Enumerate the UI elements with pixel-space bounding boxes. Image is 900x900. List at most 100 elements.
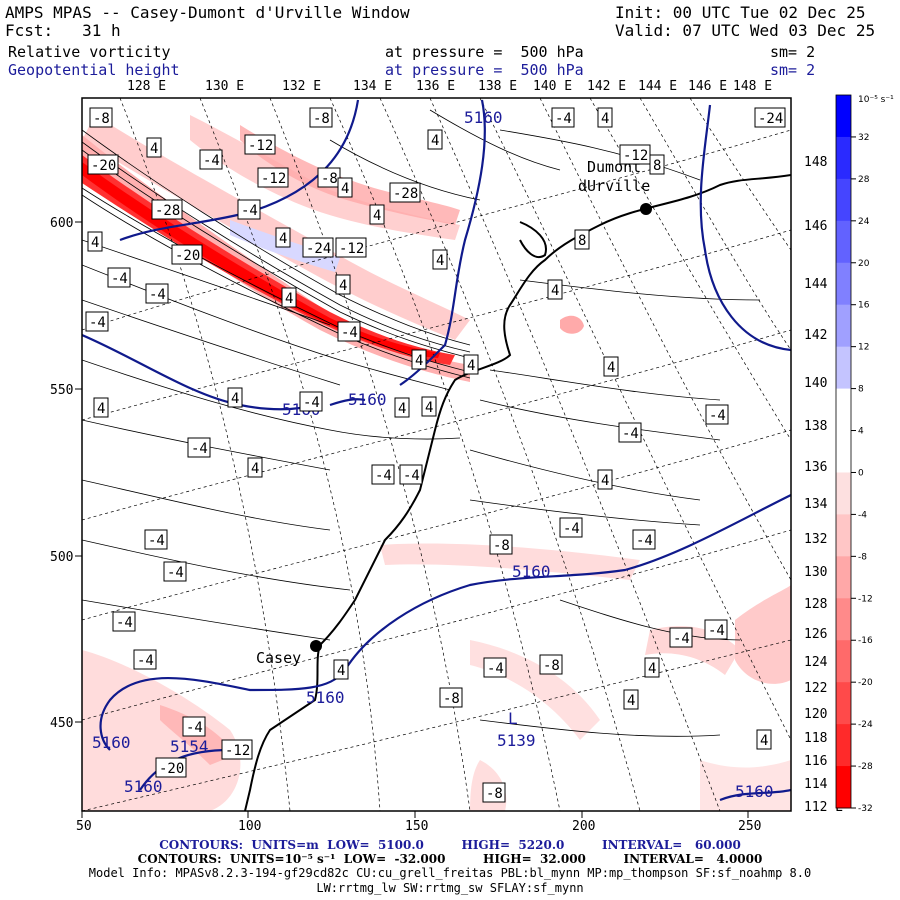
svg-text:-20: -20	[175, 248, 200, 264]
svg-text:4: 4	[398, 401, 406, 417]
colorbar-cell	[836, 640, 851, 683]
plot-frame	[81, 97, 792, 812]
station-dumont-marker	[640, 203, 652, 215]
svg-text:-4: -4	[137, 653, 154, 669]
svg-text:-4: -4	[89, 315, 106, 331]
vorticity-label: -4	[399, 464, 423, 485]
vorticity-label: -4	[107, 267, 131, 288]
svg-text:-4: -4	[241, 203, 258, 219]
colorbar-cell	[836, 262, 851, 306]
svg-text:-4: -4	[203, 153, 220, 169]
colorbar-label: 16	[858, 301, 870, 311]
y-tick-label: 550	[50, 383, 73, 398]
vorticity-label: -4	[182, 716, 206, 737]
init-time: Init: 00 UTC Tue 02 Dec 25	[615, 3, 866, 22]
svg-text:4: 4	[601, 473, 609, 489]
vorticity-label: 4	[756, 729, 772, 750]
field1-level: at pressure = 500 hPa	[385, 43, 584, 61]
lon-label: 146 E	[804, 219, 843, 234]
y-tick-label: 450	[50, 716, 73, 731]
svg-text:4: 4	[436, 253, 444, 269]
lon-label: 144 E	[638, 79, 677, 94]
vorticity-label: -8	[317, 167, 341, 188]
lon-label: 134 E	[353, 79, 392, 94]
svg-text:4: 4	[341, 181, 349, 197]
svg-text:-8: -8	[93, 111, 110, 127]
vorticity-label: -4	[199, 149, 223, 170]
svg-text:-4: -4	[186, 720, 203, 736]
svg-text:8: 8	[653, 158, 661, 174]
x-tick-label: 100	[238, 819, 261, 834]
colorbar-label: 4	[858, 427, 864, 437]
lon-label: 128 E	[804, 597, 843, 612]
vorticity-label: 4	[547, 279, 563, 300]
y-tick-label: 600	[50, 216, 73, 231]
lon-label: 140 E	[804, 376, 843, 391]
vorticity-label: -4	[704, 619, 728, 640]
vorticity-label: 4	[623, 689, 639, 710]
colorbar-cell	[836, 598, 851, 641]
vorticity-label: -12	[619, 144, 651, 165]
svg-text:4: 4	[150, 141, 158, 157]
svg-text:-4: -4	[167, 565, 184, 581]
vorticity-label: -28	[389, 182, 421, 203]
vorticity-label: 4	[597, 107, 613, 128]
forecast-hour: Fcst: 31 h	[5, 21, 121, 40]
lon-label: 148 E	[733, 79, 772, 94]
vorticity-label: -12	[335, 237, 367, 258]
y-tick-label: 500	[50, 550, 73, 565]
vorticity-label: -4	[237, 199, 261, 220]
vorticity-label: 8	[574, 229, 590, 250]
lon-label: 124 E	[804, 655, 843, 670]
svg-text:-12: -12	[248, 138, 273, 154]
vorticity-label: -12	[221, 739, 253, 760]
svg-text:4: 4	[760, 733, 768, 749]
coastline	[244, 174, 791, 811]
svg-text:-4: -4	[636, 533, 653, 549]
vorticity-label: -4	[371, 464, 395, 485]
colorbar-label: -24	[858, 720, 873, 730]
svg-text:4: 4	[607, 360, 615, 376]
vorticity-label: -4	[559, 517, 583, 538]
top-lon-labels: 128 E 130 E 132 E 134 E 136 E 138 E 140 …	[127, 79, 772, 94]
colorbar-cell	[836, 388, 851, 432]
height-label: 5154	[170, 737, 209, 756]
vorticity-label: -4	[85, 311, 109, 332]
lon-label: 130 E	[804, 565, 843, 580]
vorticity-label: -4	[669, 627, 693, 648]
svg-text:-4: -4	[403, 468, 420, 484]
svg-text:-28: -28	[155, 203, 180, 219]
vorticity-label: -20	[87, 154, 119, 175]
colorbar-cell	[836, 724, 851, 767]
colorbar-label: 0	[858, 468, 864, 478]
svg-text:8: 8	[578, 233, 586, 249]
x-tick-label: 200	[572, 819, 595, 834]
svg-text:-4: -4	[149, 287, 166, 303]
svg-text:-8: -8	[321, 171, 338, 187]
vorticity-label: 4	[227, 387, 243, 408]
svg-text:-20: -20	[91, 158, 116, 174]
vorticity-label: -4	[133, 649, 157, 670]
vorticity-label: 4	[247, 457, 263, 478]
svg-text:-4: -4	[375, 468, 392, 484]
svg-text:4: 4	[97, 401, 105, 417]
vorticity-label: 4	[335, 274, 351, 295]
height-label: 5139	[497, 731, 536, 750]
colorbar: 10⁻⁵ s⁻¹ 32 28 24 20 16 12 8 4 0 -4 -8 -12 -16 -20 -24…	[835, 94, 894, 814]
vorticity-label: 4	[463, 354, 479, 375]
svg-text:-4: -4	[555, 111, 572, 127]
colorbar-cell	[836, 514, 851, 557]
colorbar-label: -28	[858, 762, 873, 772]
axis-ticks	[75, 221, 749, 818]
lon-label: 142 E	[804, 328, 843, 343]
lon-label: 122 E	[804, 681, 843, 696]
svg-text:-12: -12	[623, 148, 648, 164]
lon-label: 130 E	[205, 79, 244, 94]
lon-label: 118 E	[804, 731, 843, 746]
station-casey-marker	[310, 640, 322, 652]
vorticity-label: 4	[394, 397, 410, 418]
low-center-marker: L	[508, 709, 518, 728]
lon-label: 136 E	[416, 79, 455, 94]
lon-label: 136 E	[804, 460, 843, 475]
